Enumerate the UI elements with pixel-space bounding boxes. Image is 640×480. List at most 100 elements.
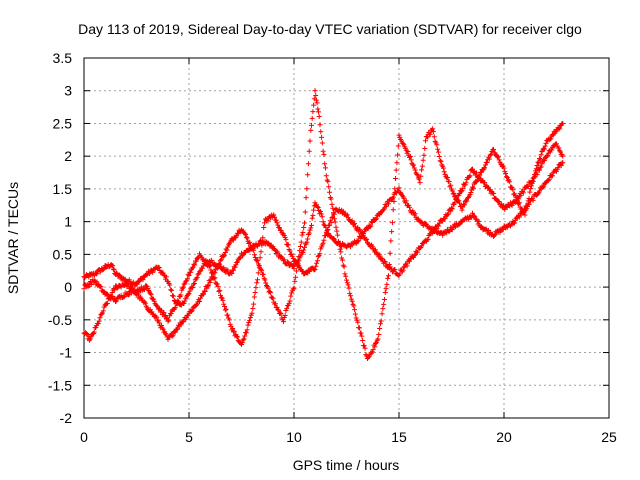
data-point (191, 281, 197, 287)
data-point (281, 319, 286, 325)
data-point (313, 92, 319, 98)
data-point (96, 318, 102, 324)
data-point (192, 262, 198, 268)
data-point (214, 281, 220, 287)
data-point (265, 218, 271, 224)
data-point (440, 232, 446, 238)
data-point (436, 220, 442, 226)
data-point (373, 340, 379, 346)
data-point (175, 298, 181, 304)
data-point (174, 326, 180, 332)
data-point (557, 149, 563, 155)
data-point (323, 233, 328, 239)
data-point (286, 300, 292, 306)
data-point (320, 240, 326, 246)
data-point (459, 207, 465, 213)
data-point (318, 129, 324, 135)
data-point (249, 310, 255, 316)
data-point (262, 277, 268, 283)
data-point (377, 321, 383, 327)
data-point (537, 156, 543, 162)
data-point (314, 204, 320, 210)
data-point (244, 327, 250, 333)
data-point (509, 202, 515, 208)
data-point (172, 329, 178, 335)
data-point (392, 267, 398, 273)
data-point (435, 146, 441, 152)
data-point (154, 303, 160, 309)
data-point (355, 239, 361, 245)
data-point (512, 220, 517, 226)
data-point (310, 109, 316, 115)
data-point (253, 285, 259, 291)
data-point (188, 269, 194, 275)
data-point (237, 255, 243, 261)
data-point (284, 306, 290, 312)
data-point (423, 138, 429, 144)
data-point (271, 212, 277, 218)
data-point (417, 180, 423, 186)
data-point (291, 285, 297, 291)
data-point (311, 207, 317, 213)
data-point (201, 291, 207, 297)
data-point (233, 262, 239, 268)
x-tick-label: 15 (391, 429, 407, 445)
data-point (383, 204, 389, 210)
data-point (289, 253, 295, 259)
data-point (113, 270, 119, 276)
data-point (275, 222, 281, 228)
data-point (81, 286, 87, 292)
data-point (538, 152, 544, 158)
data-point (312, 266, 318, 272)
data-point (355, 319, 361, 325)
data-point (189, 307, 195, 313)
data-point (414, 171, 420, 177)
data-point (527, 189, 533, 195)
data-point (229, 270, 235, 276)
y-tick-label: 3.5 (53, 50, 73, 66)
data-point (151, 298, 157, 304)
data-point (302, 244, 307, 250)
data-point (395, 143, 401, 149)
data-point (332, 219, 338, 225)
data-point (437, 158, 443, 164)
data-point (536, 160, 542, 166)
data-point (524, 203, 530, 209)
data-point (225, 267, 231, 273)
data-point (214, 265, 220, 271)
data-point (348, 219, 354, 225)
data-point (211, 276, 217, 282)
data-point (302, 209, 308, 215)
data-point (330, 214, 336, 220)
data-point (541, 158, 547, 164)
data-point (470, 185, 476, 191)
data-point (376, 332, 382, 338)
x-tick-label: 20 (496, 429, 512, 445)
data-point (309, 215, 315, 221)
data-point (310, 212, 316, 218)
data-point (449, 188, 455, 194)
data-point (348, 293, 354, 299)
data-point (215, 284, 221, 290)
data-point (318, 209, 324, 215)
data-point (343, 273, 349, 279)
data-point (448, 182, 454, 188)
data-point (304, 239, 310, 245)
data-point (387, 250, 393, 256)
data-point (142, 287, 148, 293)
data-point (377, 326, 383, 332)
data-point (251, 252, 257, 258)
data-point (449, 206, 455, 212)
data-point (243, 330, 249, 336)
data-point (373, 247, 379, 253)
x-axis-label: GPS time / hours (293, 457, 400, 473)
data-point (525, 184, 531, 190)
data-point (313, 97, 319, 103)
data-point (175, 326, 181, 332)
data-point (360, 232, 366, 238)
data-point (234, 260, 240, 266)
data-point (136, 279, 142, 285)
data-point (400, 267, 406, 273)
y-tick-label: -1.5 (48, 377, 72, 393)
